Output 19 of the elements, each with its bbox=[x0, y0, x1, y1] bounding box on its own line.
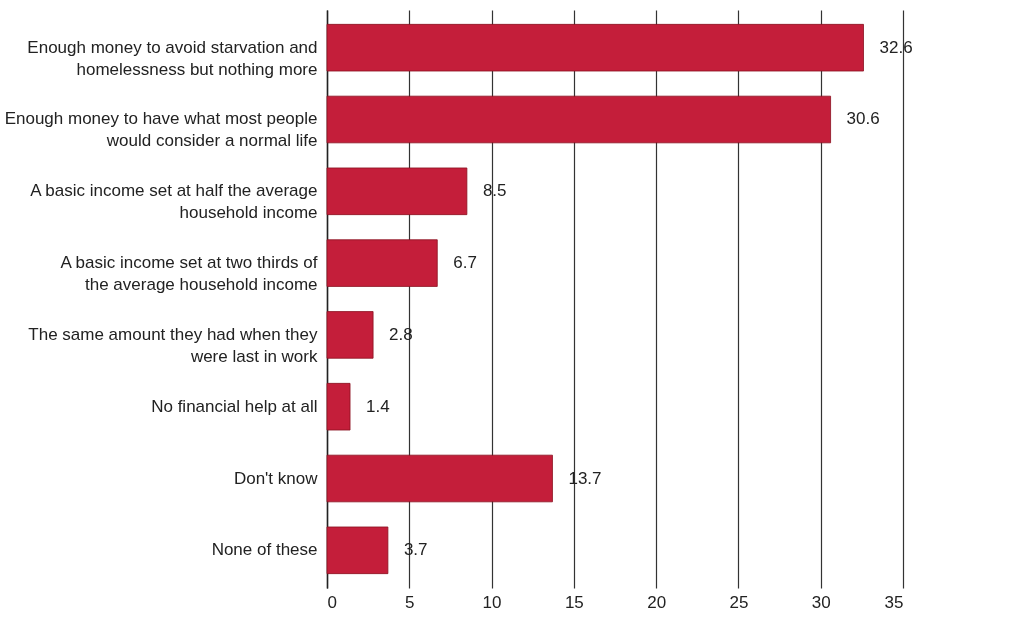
x-tick-label: 10 bbox=[482, 592, 502, 612]
y-tick-label: None of these bbox=[211, 540, 318, 560]
y-tick-label: A basic income set at two thirds of the average household income bbox=[60, 253, 318, 295]
x-tick-label: 0 bbox=[327, 592, 337, 612]
y-tick-label: The same amount they had when they were last in work bbox=[28, 324, 318, 366]
x-tick-label: 35 bbox=[884, 592, 904, 612]
y-tick-label: No financial help at all bbox=[151, 396, 318, 416]
data-label: 6.7 bbox=[453, 253, 477, 273]
y-tick-label: Enough money to avoid starvation and homelessness but nothing more bbox=[27, 37, 318, 79]
x-tick-label: 30 bbox=[811, 592, 831, 612]
y-tick-label: Enough money to have what most people would consider a normal life bbox=[4, 109, 318, 151]
x-tick-label: 20 bbox=[647, 592, 667, 612]
y-tick-label: A basic income set at half the average household income bbox=[30, 181, 318, 223]
data-label: 1.4 bbox=[366, 396, 390, 416]
x-tick-label: 5 bbox=[405, 592, 415, 612]
x-tick-label: 15 bbox=[564, 592, 584, 612]
data-label: 30.6 bbox=[846, 109, 880, 129]
y-tick-label: Don't know bbox=[233, 468, 319, 488]
x-tick-label: 25 bbox=[729, 592, 749, 612]
